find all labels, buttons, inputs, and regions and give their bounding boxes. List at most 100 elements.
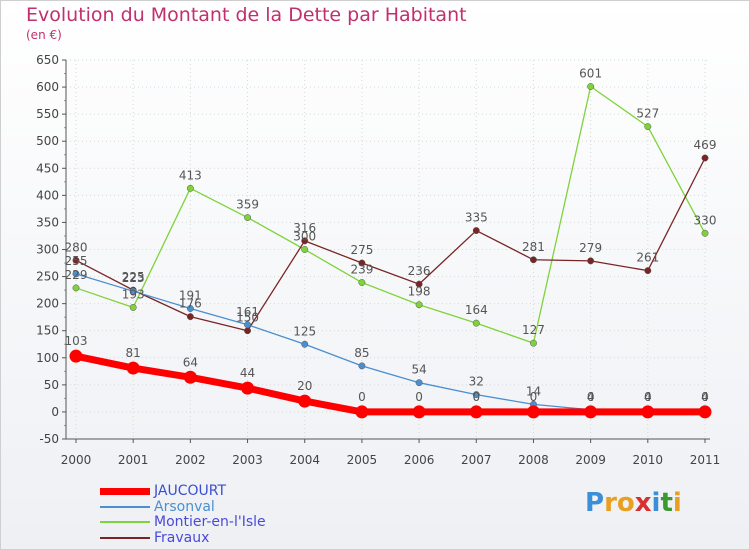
data-label: 125 — [293, 324, 316, 338]
data-point — [72, 270, 80, 278]
data-point — [584, 405, 598, 419]
data-point — [244, 321, 251, 329]
logo-letter: i — [651, 488, 661, 518]
legend-swatch — [100, 521, 150, 523]
data-point — [186, 313, 194, 321]
data-label: 255 — [65, 254, 88, 268]
data-label: 223 — [122, 271, 145, 285]
data-point — [301, 246, 309, 253]
data-label: 0 — [644, 390, 652, 404]
series-line-Montier-en-l'Isle — [75, 85, 706, 344]
data-label: 81 — [126, 346, 141, 360]
data-label: 14 — [526, 384, 541, 398]
data-point — [301, 340, 309, 348]
data-point — [358, 362, 366, 370]
data-point — [358, 279, 366, 286]
data-point — [244, 327, 251, 335]
legend-label: Arsonval — [154, 498, 215, 515]
data-label: 4 — [587, 390, 595, 404]
data-label: 44 — [240, 366, 255, 380]
y-tick-label: 400 — [36, 188, 59, 202]
x-tick-label: 2004 — [289, 453, 320, 467]
data-point — [298, 394, 312, 408]
data-point — [698, 405, 712, 419]
x-tick-label: 2011 — [690, 453, 721, 467]
data-label: 279 — [579, 241, 602, 255]
data-label: 4 — [644, 390, 652, 404]
data-label: 330 — [694, 213, 717, 227]
data-point — [183, 370, 197, 384]
y-tick-label: 500 — [36, 134, 59, 148]
data-label: 0 — [701, 390, 709, 404]
data-point — [641, 405, 655, 419]
x-tick-label: 2002 — [175, 453, 206, 467]
x-tick-label: 2010 — [633, 453, 664, 467]
data-label: 32 — [469, 375, 484, 389]
y-tick-label: 350 — [36, 215, 59, 229]
x-tick-label: 2007 — [461, 453, 492, 467]
data-point — [526, 405, 540, 419]
data-label: 0 — [472, 390, 480, 404]
data-point — [415, 301, 423, 309]
data-label: 413 — [179, 168, 202, 182]
data-point — [186, 305, 194, 312]
y-tick-label: 0 — [51, 405, 59, 419]
data-point — [72, 256, 80, 264]
data-label: 0 — [358, 390, 366, 404]
data-label: 103 — [65, 334, 88, 348]
data-label: 601 — [579, 67, 602, 81]
logo-letter: i — [672, 488, 682, 518]
y-tick-label: 250 — [36, 270, 59, 284]
logo-letter: r — [604, 488, 617, 518]
data-point — [530, 339, 537, 347]
data-label: 150 — [236, 311, 259, 325]
x-tick-label: 2005 — [347, 453, 378, 467]
legend-label: Montier-en-l'Isle — [154, 514, 266, 530]
y-tick-label: 600 — [36, 80, 59, 94]
data-label: 281 — [522, 240, 545, 254]
data-point — [644, 267, 652, 275]
y-tick-label: -50 — [39, 432, 59, 446]
data-point — [472, 391, 480, 399]
data-label: 64 — [183, 355, 198, 369]
data-point — [469, 405, 483, 419]
legend-swatch — [100, 505, 150, 508]
y-tick-label: 150 — [36, 324, 59, 338]
data-label: 300 — [293, 230, 316, 244]
y-tick-label: 650 — [36, 53, 59, 67]
axes: -500501001502002503003504004505005506006… — [36, 53, 720, 467]
data-label: 527 — [636, 107, 659, 121]
data-label: 4 — [701, 390, 709, 404]
data-point — [244, 214, 251, 222]
y-tick-label: 300 — [36, 243, 59, 257]
chart-unit: (en €) — [26, 28, 62, 42]
x-tick-label: 2000 — [61, 453, 92, 467]
series-line-JAUCOURT — [75, 352, 705, 416]
data-point — [72, 284, 80, 292]
y-tick-label: 50 — [44, 378, 59, 392]
data-label: 0 — [415, 390, 423, 404]
data-label: 225 — [122, 270, 145, 284]
data-point — [129, 303, 137, 311]
data-label: 236 — [408, 264, 431, 278]
data-point — [241, 381, 255, 395]
series-lines — [69, 83, 712, 419]
data-label: 164 — [465, 303, 488, 317]
data-label: 0 — [530, 390, 538, 404]
data-point — [587, 83, 595, 90]
data-label: 161 — [236, 305, 259, 319]
data-label: 316 — [293, 221, 316, 235]
data-point — [701, 229, 709, 237]
y-tick-label: 450 — [36, 161, 59, 175]
legend-label: Fravaux — [154, 529, 210, 546]
logo-letter: P — [585, 488, 605, 518]
proxiti-logo: Proxiti — [585, 488, 682, 518]
data-label: 85 — [354, 346, 369, 360]
data-point — [472, 319, 480, 327]
data-point — [644, 123, 652, 131]
logo-letter: o — [616, 488, 635, 518]
data-point — [530, 256, 537, 264]
data-point — [355, 405, 369, 419]
